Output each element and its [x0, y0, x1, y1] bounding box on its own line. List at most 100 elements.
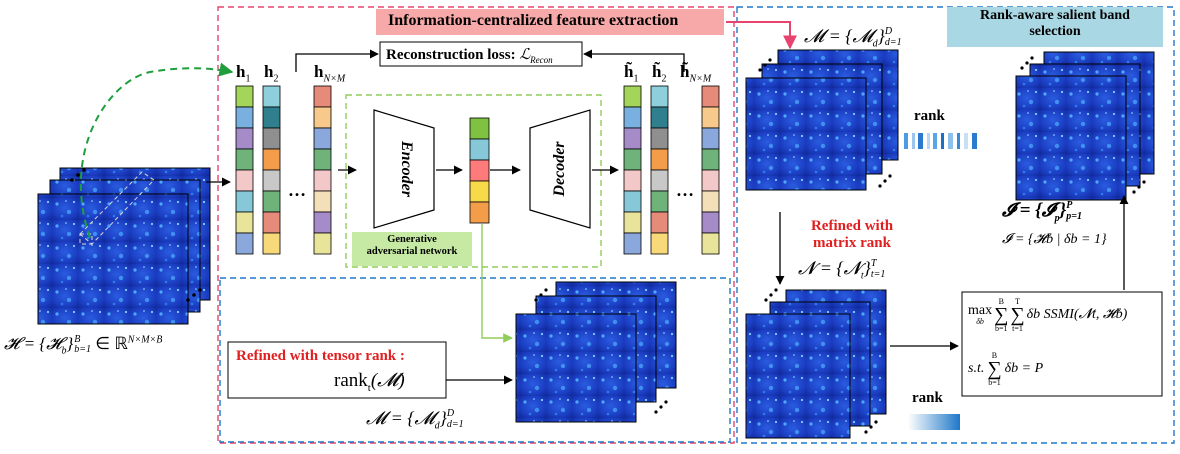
feature-cell [262, 211, 281, 234]
latent-cell [469, 117, 490, 140]
feature-cell [262, 85, 281, 108]
latent-code-column [469, 117, 490, 224]
matrix-rank-line1: Refined with [810, 218, 894, 234]
latent-to-tensor-arrow [481, 224, 513, 343]
feature-cell [650, 232, 669, 255]
feature-cell [313, 85, 332, 108]
feature-cell [262, 127, 281, 150]
optimization-constraint: s.t. B ∑ b=1 δb = P [968, 351, 1044, 387]
feature-cell [313, 127, 332, 150]
band-selection-title-line1: Rank-aware salient band [980, 8, 1130, 23]
feature-cell [262, 190, 281, 213]
recon-hnm-label: h̃N×M [680, 62, 712, 85]
tensor-rank-expr: rankt(𝓜) [334, 370, 405, 394]
encoder-label: Encoder [398, 141, 415, 197]
refined-m-cube [515, 281, 677, 423]
feature-cell [701, 169, 720, 192]
feature-extraction-region [217, 6, 735, 444]
feature-cell [701, 190, 720, 213]
input-hsi-cube [37, 167, 211, 325]
feature-cell [313, 148, 332, 171]
feature-cell [701, 148, 720, 171]
feature-cell [262, 232, 281, 255]
recon-h1-label: h̃1 [624, 62, 639, 85]
feature-cell [623, 127, 642, 150]
latent-cell [469, 138, 490, 161]
matrix-rank-line2: matrix rank [813, 235, 891, 252]
feature-cell [623, 232, 642, 255]
recon-column-h2 [650, 85, 669, 255]
feature-columns [235, 85, 720, 255]
feature-column-h1 [235, 85, 254, 255]
feature-cell [650, 85, 669, 108]
feature-cell [701, 127, 720, 150]
feature-cell [313, 211, 332, 234]
feature-hnm-label: hN×M [314, 62, 346, 85]
band-selection-title-bg [947, 7, 1163, 47]
latent-cell [469, 159, 490, 182]
feature-h2-label: h2 [264, 62, 279, 85]
feature-extraction-title-bg [376, 9, 724, 35]
loss-text: Reconstruction loss: [386, 47, 516, 63]
loss-subscript: Recon [530, 55, 553, 65]
matrix-rank-title: Refined with matrix rank [792, 218, 912, 253]
rank-bar-top [902, 132, 984, 150]
feature-cell [650, 190, 669, 213]
feature-cell [235, 232, 254, 255]
rank-label-bottom: rank [912, 390, 943, 406]
feature-h1-label: h1 [236, 62, 251, 85]
band-selection-title: Rank-aware salient band selection [947, 8, 1163, 40]
rank-bar-bottom [908, 414, 960, 430]
tensor-rank-box [227, 341, 447, 399]
region-boxes [217, 6, 1175, 444]
feature-cell [235, 85, 254, 108]
recon-column-h1 [623, 85, 642, 255]
gan-label-line2: adversarial network [366, 246, 458, 258]
recon-h2-label: h̃2 [652, 62, 667, 85]
loss-symbol: ℒ [519, 47, 531, 63]
decoder-block [529, 109, 591, 229]
input-cube-ellipsis [70, 168, 202, 302]
tensor-rank-region [219, 277, 731, 443]
i-definition: 𝓘 = {𝓗b | δb = 1} [1002, 232, 1107, 247]
connectors [206, 49, 1129, 385]
to-band-selection-arrow [726, 21, 797, 50]
feature-cell [623, 190, 642, 213]
gan-label-bg [352, 232, 472, 266]
feature-cell [701, 211, 720, 234]
feature-column-hnm [313, 85, 332, 255]
latent-cell [469, 201, 490, 224]
feature-cell [650, 106, 669, 129]
feature-cell [235, 169, 254, 192]
feature-cell [262, 106, 281, 129]
feature-ellipsis-right: … [676, 180, 694, 200]
feature-ellipsis-left: … [288, 180, 306, 200]
optimization-objective: max δb B ∑ b=1 T ∑ t=1 δb SSMI(𝓝t, 𝓗b) [968, 297, 1128, 333]
decoder-label: Decoder [551, 141, 568, 197]
feature-cell [235, 106, 254, 129]
feature-cell [623, 211, 642, 234]
feature-cell [235, 127, 254, 150]
feature-cell [262, 169, 281, 192]
feature-cell [262, 148, 281, 171]
gan-label: Generative adversarial network [352, 234, 472, 258]
feature-cell [313, 232, 332, 255]
rank-label-top: rank [914, 108, 945, 124]
recon-column-hnm [701, 85, 720, 255]
feature-cell [701, 232, 720, 255]
feature-cell [650, 127, 669, 150]
feature-cell [650, 169, 669, 192]
latent-cell [469, 180, 490, 203]
gan-region [345, 94, 602, 268]
tensor-rank-title: Refined with tensor rank : [236, 348, 405, 364]
m-cube-top-right [745, 49, 899, 191]
pixel-to-feature-arrow [79, 62, 234, 239]
encoder-block [373, 109, 435, 229]
feature-cell [235, 148, 254, 171]
feature-cell [623, 85, 642, 108]
feature-cell [650, 211, 669, 234]
optimization-box [961, 291, 1163, 397]
